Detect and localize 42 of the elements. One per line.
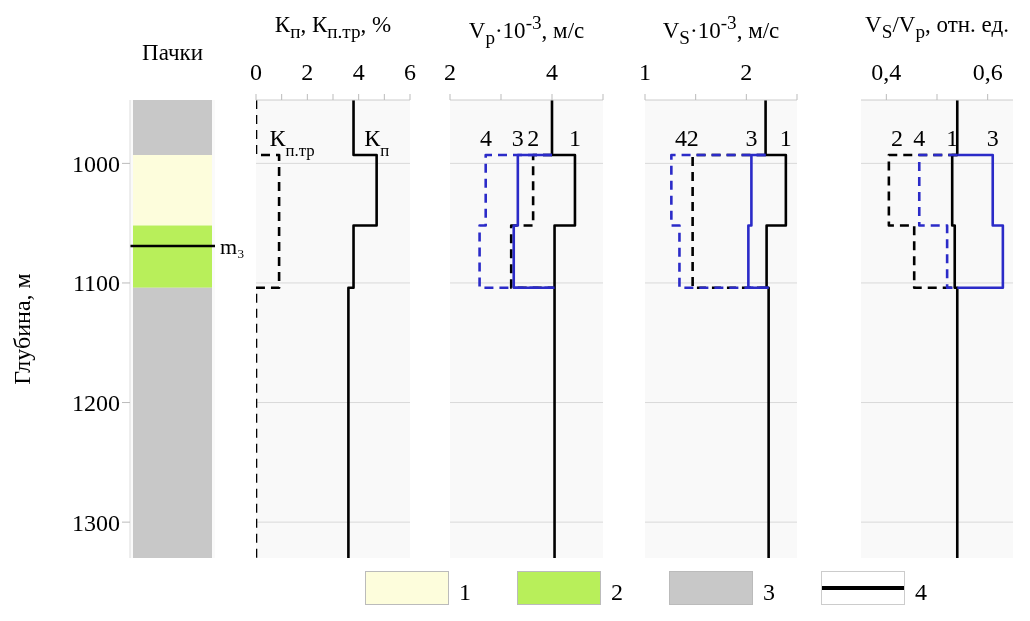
x-tick-label: 4 xyxy=(352,59,365,85)
x-tick-label: 2 xyxy=(740,59,753,85)
series-label: К$_{п}$ xyxy=(364,125,390,160)
y-axis-title: Глубина, м xyxy=(9,273,35,385)
series-label: 4 xyxy=(913,125,926,152)
chart-title: V$_{p}$·10$^{-3}$, м/с xyxy=(468,12,585,48)
y-tick-label: 1100 xyxy=(72,270,120,297)
x-tick-label: 1 xyxy=(639,59,651,85)
x-tick-label: 0,6 xyxy=(972,59,1003,85)
legend-label: 1 xyxy=(459,579,471,605)
series-label: 1 xyxy=(946,125,959,152)
chart-title: Пачки xyxy=(142,40,203,65)
series-label: 2 xyxy=(686,125,699,152)
series-label: 4 xyxy=(480,125,492,152)
text: 4 xyxy=(915,579,927,605)
series-label: 4 xyxy=(675,125,687,152)
chart-title: К$_{п}$, К$_{п.тр}$, % xyxy=(274,12,392,42)
legend-label: 2 xyxy=(611,579,623,605)
series-label: 1 xyxy=(568,125,581,152)
series-label: 2 xyxy=(891,125,903,152)
bar xyxy=(133,155,212,226)
ref-line-label: m₃ xyxy=(220,233,245,259)
y-tick-label: 1300 xyxy=(72,509,120,536)
series-label: 1 xyxy=(779,125,792,152)
series-label: К$_{п.тр}$ xyxy=(269,125,315,160)
series-label: 3 xyxy=(745,125,758,152)
y-tick-label: 1200 xyxy=(72,390,120,417)
bar xyxy=(133,225,212,288)
legend-label: 3 xyxy=(763,579,775,605)
x-tick-label: 6 xyxy=(404,59,416,85)
bar xyxy=(133,100,212,156)
series-label: 3 xyxy=(986,125,999,152)
x-tick-label: 4 xyxy=(546,59,558,85)
x-tick-label: 0,4 xyxy=(871,59,902,85)
y-tick-label: 1000 xyxy=(72,150,120,177)
series-label: 3 xyxy=(511,125,524,152)
series-label: 2 xyxy=(527,125,540,152)
chart-title: V$_{S}$/V$_{p}$, отн. ед. xyxy=(865,12,1009,42)
x-tick-label: 2 xyxy=(301,59,314,85)
x-tick-label: 2 xyxy=(444,59,456,85)
chart-title: V$_{S}$·10$^{-3}$, м/с xyxy=(662,12,780,48)
x-tick-label: 0 xyxy=(250,59,262,85)
